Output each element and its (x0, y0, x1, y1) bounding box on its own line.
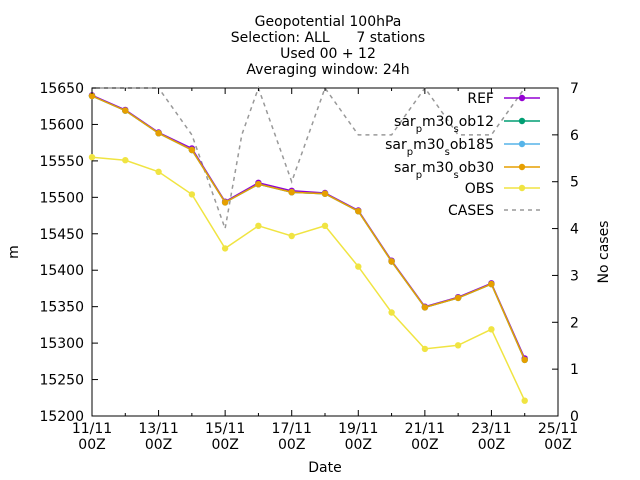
series-point-sar-p-m30-s-ob30 (122, 107, 129, 114)
legend-marker-sar-p-m30-s-ob185 (518, 140, 526, 148)
x-axis-label: Date (308, 460, 341, 476)
series-point-sar-p-m30-s-ob30 (388, 258, 395, 265)
y-tick-label: 15650 (39, 81, 84, 97)
legend-marker-sar-p-m30-s-ob30 (518, 163, 526, 171)
y2-axis: 0 1 2 3 4 5 6 7 (552, 81, 579, 425)
x-tick-label-date: 17/11 (272, 421, 312, 437)
x-tick-label-date: 25/11 (538, 421, 578, 437)
series-line-obs (91, 156, 526, 402)
series-point-obs (122, 157, 129, 164)
series-layer (88, 85, 528, 404)
x-tick-label-hour: 00Z (544, 437, 571, 453)
y-tick-label: 15350 (39, 300, 84, 316)
x-axis: 11/1100Z13/1100Z15/1100Z17/1100Z19/1100Z… (72, 88, 578, 453)
legend-label-sar-p-m30-s-ob12: sarpm30sob12 (394, 114, 494, 135)
series-point-obs (288, 232, 295, 240)
legend-label-cases: CASES (448, 203, 494, 219)
legend-marker-obs (518, 184, 526, 192)
series-point-obs (155, 168, 162, 175)
title-line-3: Used 00 + 12 (280, 46, 376, 62)
y-tick-label: 15200 (39, 409, 84, 425)
y2-tick-label: 2 (570, 315, 579, 331)
legend-label-sar-p-m30-s-ob185: sarpm30sob185 (385, 137, 494, 158)
y-tick-label: 15400 (39, 263, 84, 279)
title-line-1: Geopotential 100hPa (255, 14, 402, 30)
series-point-sar-p-m30-s-ob30 (155, 130, 162, 137)
series-point-obs (355, 263, 362, 270)
series-point-sar-p-m30-s-ob30 (88, 92, 96, 100)
series-point-sar-p-m30-s-ob30 (355, 208, 362, 215)
x-tick-label-hour: 00Z (211, 437, 238, 453)
title-line-4: Averaging window: 24h (246, 62, 409, 78)
series-point-sar-p-m30-s-ob30 (188, 146, 196, 154)
series-point-obs (421, 345, 429, 353)
y-tick-label: 15250 (39, 373, 84, 389)
series-point-sar-p-m30-s-ob30 (255, 181, 262, 188)
x-tick-label-hour: 00Z (78, 437, 105, 453)
series-point-obs (488, 326, 495, 333)
series-point-sar-p-m30-s-ob30 (321, 190, 329, 197)
series-point-sar-p-m30-s-ob30 (488, 280, 495, 288)
x-tick-label-hour: 00Z (145, 437, 172, 453)
y-axis: 15200 15250 15300 15350 15400 15450 15500 15550… (39, 81, 98, 425)
y2-axis-label: No cases (596, 221, 612, 284)
y2-tick-label: 1 (570, 362, 579, 378)
x-tick-label-date: 11/11 (72, 421, 112, 437)
y-tick-label: 15600 (39, 117, 84, 133)
y-tick-label: 15300 (39, 336, 84, 352)
y-tick-label: 15550 (39, 154, 84, 170)
series-point-obs (88, 154, 96, 161)
x-tick-label-hour: 00Z (278, 437, 305, 453)
series-point-obs (521, 397, 528, 404)
series-point-obs (388, 309, 395, 316)
legend-label-ref: REF (467, 91, 494, 107)
y-axis-label: m (6, 245, 22, 259)
y2-tick-label: 6 (570, 128, 579, 144)
series-point-sar-p-m30-s-ob30 (521, 356, 528, 364)
y-tick-label: 15450 (39, 227, 84, 243)
x-tick-label-date: 13/11 (138, 421, 178, 437)
series-point-sar-p-m30-s-ob30 (421, 304, 429, 311)
legend-label-sar-p-m30-s-ob30: sarpm30sob30 (394, 160, 494, 181)
series-point-sar-p-m30-s-ob30 (288, 189, 295, 196)
legend-label-obs: OBS (465, 181, 494, 197)
y2-tick-label: 7 (570, 81, 579, 97)
legend-marker-sar-p-m30-s-ob12 (518, 117, 526, 125)
series-point-obs (454, 342, 462, 349)
series-point-sar-p-m30-s-ob30 (221, 199, 229, 206)
series-point-obs (221, 245, 229, 252)
y2-tick-label: 3 (570, 268, 579, 284)
x-tick-label-date: 19/11 (338, 421, 378, 437)
series-point-sar-p-m30-s-ob30 (454, 294, 462, 302)
title-line-2: Selection: ALL 7 stations (231, 30, 425, 46)
legend-marker-ref (518, 94, 526, 102)
x-tick-label-hour: 00Z (345, 437, 372, 453)
y2-tick-label: 5 (570, 175, 579, 191)
x-tick-label-hour: 00Z (478, 437, 505, 453)
x-tick-label-hour: 00Z (411, 437, 438, 453)
x-tick-label-date: 23/11 (471, 421, 511, 437)
series-line-cases (92, 85, 526, 232)
series-point-obs (321, 222, 329, 229)
chart-title: Geopotential 100hPa Selection: ALL 7 sta… (231, 14, 425, 78)
y2-tick-label: 4 (570, 222, 579, 238)
y2-tick-label: 0 (570, 409, 579, 425)
x-tick-label-date: 15/11 (205, 421, 245, 437)
y-tick-label: 15500 (39, 190, 84, 206)
x-tick-label-date: 21/11 (405, 421, 445, 437)
series-line-sar-p-m30-s-ob30 (91, 95, 526, 361)
series-point-obs (188, 191, 196, 198)
series-point-obs (255, 222, 262, 229)
legend: REF sarpm30sob12sarpm30sob185sarpm30sob30… (385, 91, 540, 219)
